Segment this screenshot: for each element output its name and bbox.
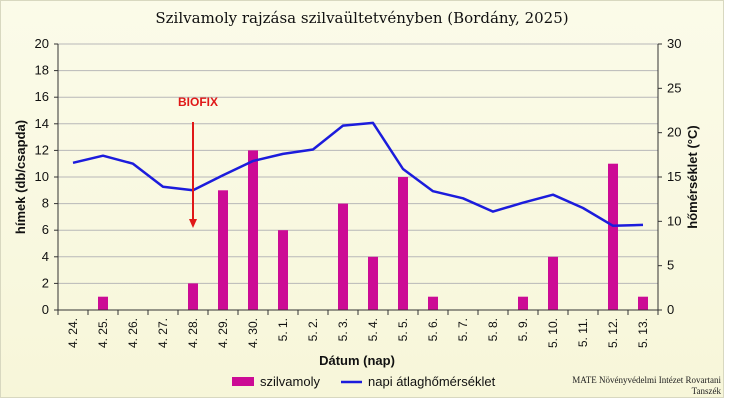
chart-title: Szilvamoly rajzása szilvaültetvényben (B… [155, 9, 568, 27]
x-tick-label: 5. 6. [426, 318, 440, 341]
y-tick-label: 18 [35, 63, 49, 78]
credit-line-2: Tanszék [692, 386, 722, 396]
bar [338, 203, 348, 310]
y-tick-label: 14 [35, 116, 49, 131]
bar [518, 296, 528, 310]
bar [278, 230, 288, 310]
gridlines [58, 43, 658, 311]
x-tick-label: 5. 10. [546, 318, 560, 348]
x-tick-label: 4. 28. [186, 318, 200, 348]
bar [638, 296, 648, 310]
axes [57, 44, 659, 315]
x-tick-label: 5. 3. [336, 318, 350, 341]
y2-tick-label: 25 [667, 80, 681, 95]
bar [428, 296, 438, 310]
y-tick-label: 20 [35, 36, 49, 51]
y-tick-label: 2 [42, 275, 49, 290]
bar [548, 256, 558, 310]
x-axis-ticks: 4. 24. 4. 25. 4. 26. 4. 27. 4. 28. 4. 29. 4. 3… [66, 318, 650, 348]
y-tick-label: 6 [42, 222, 49, 237]
temperature-line [72, 121, 644, 228]
y-tick-label: 10 [35, 169, 49, 184]
bar [218, 190, 228, 310]
legend-line-label: napi átlaghőmérséklet [368, 374, 496, 389]
x-tick-label: 5. 13. [636, 318, 650, 348]
x-tick-label: 5. 1. [276, 318, 290, 341]
bar [98, 296, 108, 310]
chart-frame [0, 0, 724, 398]
x-tick-label: 5. 4. [366, 318, 380, 341]
x-tick-label: 4. 27. [156, 318, 170, 348]
y-tick-label: 8 [42, 196, 49, 211]
x-tick-label: 5. 9. [516, 318, 530, 341]
y2-axis-label: hőmérséklet (°C) [685, 125, 700, 228]
y2-tick-label: 10 [667, 213, 681, 228]
bar-series [98, 150, 648, 310]
legend-bar-label: szilvamoly [260, 374, 320, 389]
x-tick-label: 5. 12. [606, 318, 620, 348]
y2-tick-label: 20 [667, 125, 681, 140]
y-tick-label: 16 [35, 89, 49, 104]
x-tick-label: 5. 2. [306, 318, 320, 341]
bar [608, 163, 618, 310]
x-tick-label: 5. 5. [396, 318, 410, 341]
bar [368, 256, 378, 310]
y2-tick-label: 30 [667, 36, 681, 51]
legend-bar-swatch [232, 377, 254, 386]
y-axis-label: hímek (db/csapda) [13, 120, 28, 234]
y2-tick-label: 5 [667, 258, 674, 273]
bar [188, 283, 198, 310]
y2-tick-label: 0 [667, 302, 674, 317]
y-tick-label: 0 [42, 302, 49, 317]
x-tick-label: 4. 25. [96, 318, 110, 348]
x-tick-label: 4. 30. [246, 318, 260, 348]
line-series [72, 121, 644, 228]
y-tick-label: 4 [42, 249, 49, 264]
y-tick-label: 12 [35, 142, 49, 157]
x-tick-label: 5. 8. [486, 318, 500, 341]
x-axis-label: Dátum (nap) [319, 353, 395, 368]
x-tick-label: 5. 7. [456, 318, 470, 341]
bar [398, 177, 408, 310]
bar [248, 150, 258, 310]
x-tick-label: 4. 26. [126, 318, 140, 348]
biofix-label: BIOFIX [178, 95, 218, 109]
left-axis-ticks: 0 2 4 6 8 10 12 14 16 18 20 [35, 36, 58, 317]
x-tick-label: 4. 24. [66, 318, 80, 348]
right-axis-ticks: 0 5 10 15 20 25 30 [658, 36, 681, 317]
y2-tick-label: 15 [667, 169, 681, 184]
credit-line-1: MATE Növényvédelmi Intézet Rovartani [572, 375, 721, 385]
biofix-annotation: BIOFIX [178, 95, 218, 228]
legend: szilvamoly napi átlaghőmérséklet [232, 374, 496, 389]
x-tick-label: 5. 11. [576, 318, 590, 347]
biofix-arrowhead [189, 219, 197, 228]
x-tick-label: 4. 29. [216, 318, 230, 348]
